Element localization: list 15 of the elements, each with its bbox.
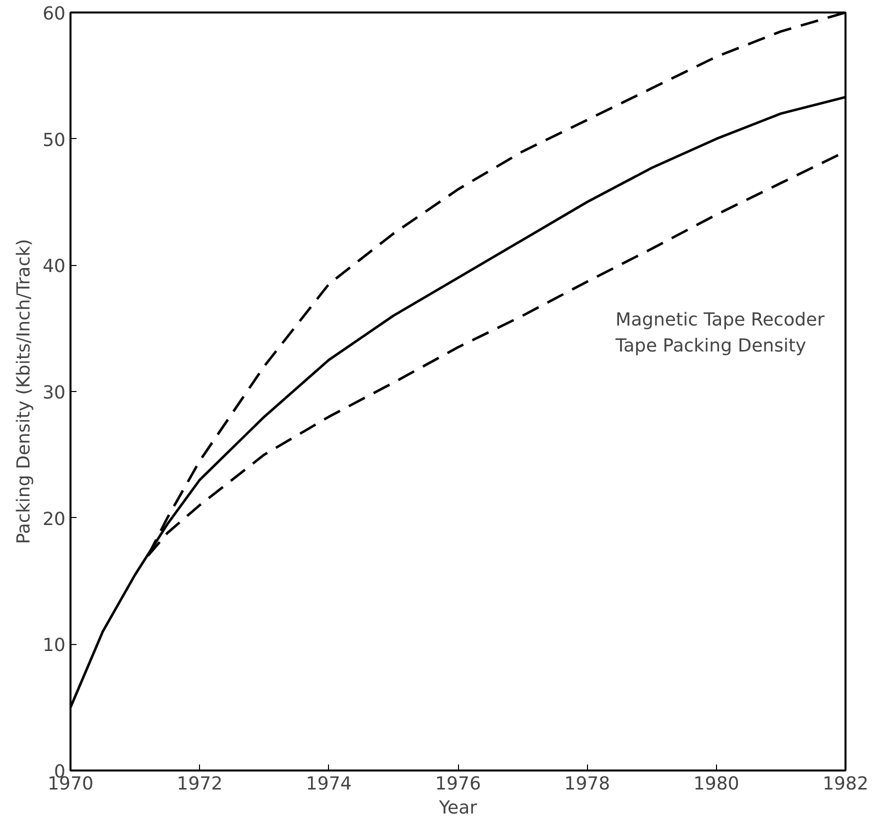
x-tick-label: 1978 [564,774,610,794]
annotation: Magnetic Tape Recoder Tape Packing Density [614,310,826,356]
y-tick-label: 60 [42,4,66,24]
x-axis-title: Year [438,798,478,818]
x-tick-label: 1974 [306,774,352,794]
y-tick-label: 50 [42,130,66,151]
y-tick-label: 20 [42,508,66,530]
y-tick-label: 30 [42,382,66,404]
y-tick-label: 10 [42,635,66,656]
y-tick-label: 40 [42,256,66,278]
x-tick-label: 1976 [435,774,481,794]
x-tick-label: 1980 [693,774,740,794]
x-tick-label: 1972 [176,774,223,794]
y-axis-title: Packing Density (Kbits/Inch/Track) [14,238,35,544]
x-tick-label: 1982 [822,774,868,794]
